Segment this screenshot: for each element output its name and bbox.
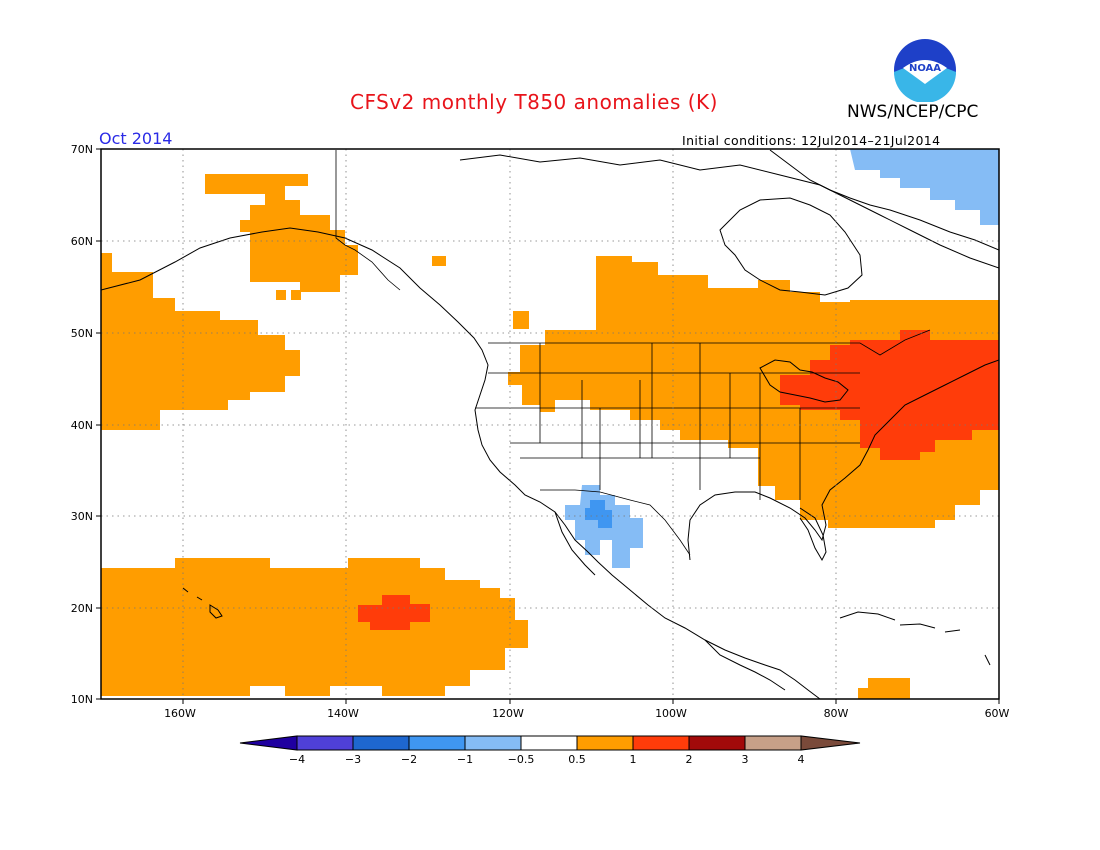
colorbar: −4 −3 −2 −1 −0.5 0.5 1 2 3 4 — [239, 735, 861, 766]
noaa-logo-text: NOAA — [909, 63, 941, 74]
map-panel — [101, 149, 999, 699]
lon-tick-label: 80W — [824, 707, 849, 720]
lat-tick-label: 10N — [71, 693, 93, 706]
border-alaska-canada — [335, 150, 401, 291]
lon-labels: 160W 140W 120W 100W 80W 60W — [164, 707, 1009, 720]
colorbar-label: 3 — [742, 753, 749, 766]
initial-conditions-label: Initial conditions: 12Jul2014–21Jul2014 — [682, 133, 941, 148]
lat-tick-label: 40N — [71, 419, 93, 432]
hawaii — [182, 587, 223, 619]
tick-marks — [96, 148, 1000, 704]
caribbean-islands — [839, 611, 991, 666]
colorbar-arrow-high — [800, 735, 861, 751]
border-us-mexico — [540, 489, 691, 556]
lon-tick-label: 60W — [985, 707, 1010, 720]
region-great-lakes-northeast-core — [780, 330, 999, 460]
agency-label: NWS/NCEP/CPC — [847, 102, 979, 122]
region-baffin-greenland-cool — [850, 149, 999, 225]
states-cols — [539, 343, 801, 500]
region-north-pacific-warm — [101, 253, 300, 430]
coastline-layer — [101, 149, 999, 699]
colorbar-label: 4 — [798, 753, 805, 766]
coastline-arctic — [459, 154, 999, 269]
region-north-central-us-canada-warm — [508, 256, 999, 528]
colorbar-swatch — [296, 735, 354, 751]
coastline-hudson-bay — [719, 197, 863, 296]
border-us-canada — [488, 329, 931, 356]
colorbar-label: 1 — [630, 753, 637, 766]
region-subtropical-pacific-core — [358, 595, 430, 630]
coastline-gulf-east — [687, 359, 999, 561]
coastline-florida — [799, 507, 827, 562]
lat-labels: 70N 60N 50N 40N 30N 20N 10N — [71, 143, 93, 706]
colorbar-label: 2 — [686, 753, 693, 766]
colorbar-swatch — [688, 735, 746, 751]
lat-tick-label: 70N — [71, 143, 93, 156]
lat-tick-label: 30N — [71, 510, 93, 523]
states-row1 — [475, 372, 860, 459]
period-label: Oct 2014 — [99, 129, 173, 148]
lon-tick-label: 140W — [327, 707, 359, 720]
colorbar-label: −2 — [401, 753, 417, 766]
colorbar-label: −1 — [457, 753, 473, 766]
colorbar-label: 0.5 — [568, 753, 586, 766]
colorbar-swatch — [464, 735, 522, 751]
coastline-alaska — [101, 227, 821, 699]
lon-tick-label: 160W — [164, 707, 196, 720]
chart-title: CFSv2 monthly T850 anomalies (K) — [350, 90, 718, 114]
lat-tick-label: 60N — [71, 235, 93, 248]
cool-anomaly-layer — [565, 149, 999, 568]
colorbar-swatch — [632, 735, 690, 751]
warm-core-layer — [358, 330, 999, 630]
colorbar-swatch — [352, 735, 410, 751]
lon-tick-label: 100W — [655, 707, 687, 720]
great-lakes — [759, 359, 849, 403]
colorbar-label: −3 — [345, 753, 361, 766]
baja — [554, 511, 596, 576]
coastline-baffin — [769, 149, 999, 251]
colorbar-swatch — [576, 735, 634, 751]
colorbar-label: −4 — [289, 753, 305, 766]
region-southwest-mexico-cool-core — [585, 500, 612, 528]
central-america — [704, 639, 786, 691]
region-gulf-of-alaska-warm — [205, 174, 358, 292]
region-caribbean-warm — [858, 678, 910, 699]
region-subtropical-pacific-warm — [101, 558, 528, 696]
lat-tick-label: 20N — [71, 602, 93, 615]
colorbar-label: −0.5 — [508, 753, 535, 766]
lon-tick-label: 120W — [492, 707, 524, 720]
warm-anomaly-layer — [101, 174, 999, 699]
colorbar-swatch — [744, 735, 802, 751]
lat-tick-label: 50N — [71, 327, 93, 340]
colorbar-swatch — [408, 735, 466, 751]
graticule — [101, 149, 999, 699]
political-borders — [335, 150, 931, 556]
map-frame — [100, 148, 1000, 700]
noaa-logo: NOAA — [894, 39, 956, 102]
colorbar-swatch — [520, 735, 578, 751]
colorbar-arrow-low — [239, 735, 298, 751]
